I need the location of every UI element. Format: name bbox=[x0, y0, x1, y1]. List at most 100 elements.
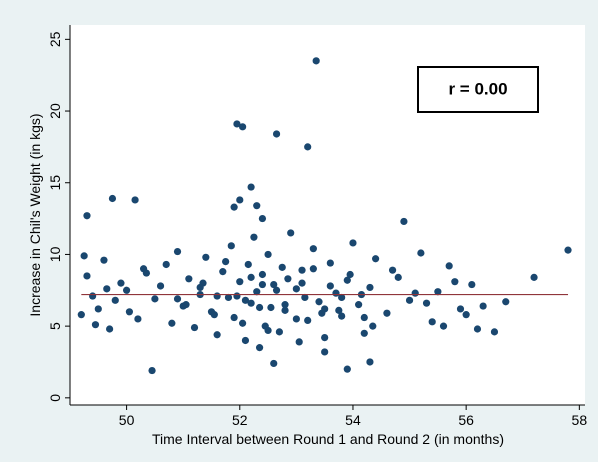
point bbox=[190, 323, 199, 332]
point bbox=[213, 292, 221, 300]
marks bbox=[77, 57, 572, 375]
point bbox=[321, 334, 329, 342]
point bbox=[264, 326, 272, 335]
point bbox=[241, 296, 250, 304]
point bbox=[298, 266, 306, 274]
point bbox=[83, 212, 91, 220]
x-tick-label: 58 bbox=[572, 412, 588, 428]
point bbox=[270, 280, 278, 289]
point bbox=[295, 338, 303, 346]
point bbox=[156, 282, 165, 290]
point bbox=[250, 233, 258, 241]
point bbox=[445, 262, 453, 270]
point bbox=[230, 313, 238, 322]
point bbox=[394, 273, 402, 281]
point bbox=[287, 229, 295, 237]
point bbox=[278, 263, 286, 271]
point bbox=[91, 321, 100, 329]
point bbox=[502, 298, 510, 306]
point bbox=[411, 289, 419, 297]
y-tick-label: 25 bbox=[47, 31, 63, 47]
point bbox=[244, 260, 252, 269]
point bbox=[241, 336, 250, 345]
point bbox=[239, 123, 247, 131]
point bbox=[301, 293, 309, 302]
point bbox=[309, 265, 317, 273]
point bbox=[417, 249, 425, 257]
point bbox=[349, 239, 357, 247]
y-tick-label: 15 bbox=[47, 175, 63, 191]
point bbox=[372, 255, 380, 263]
point bbox=[224, 293, 233, 302]
point bbox=[213, 331, 221, 339]
point bbox=[479, 302, 487, 310]
point bbox=[117, 279, 125, 287]
point bbox=[326, 282, 334, 290]
point bbox=[227, 242, 235, 250]
point bbox=[346, 270, 354, 279]
point bbox=[451, 278, 459, 286]
point bbox=[366, 358, 374, 366]
point bbox=[298, 279, 306, 287]
point bbox=[388, 266, 397, 274]
point bbox=[100, 256, 108, 264]
point bbox=[462, 311, 470, 319]
y-axis-label: Increase in Chil's Weight (in kgs) bbox=[27, 113, 43, 316]
point bbox=[134, 315, 142, 323]
point bbox=[255, 303, 264, 312]
point bbox=[284, 275, 292, 283]
point bbox=[131, 196, 139, 204]
point bbox=[94, 305, 102, 313]
point bbox=[360, 329, 368, 337]
point bbox=[383, 309, 391, 317]
point bbox=[202, 253, 210, 261]
point bbox=[106, 325, 114, 333]
point bbox=[247, 273, 255, 281]
point bbox=[182, 301, 190, 309]
point bbox=[272, 130, 281, 138]
point bbox=[530, 273, 538, 281]
point bbox=[405, 296, 414, 304]
point bbox=[304, 143, 312, 151]
point bbox=[185, 275, 193, 283]
point bbox=[564, 246, 572, 254]
point bbox=[236, 278, 244, 286]
point bbox=[89, 292, 97, 300]
point bbox=[255, 344, 264, 352]
x-tick-label: 56 bbox=[458, 412, 474, 428]
point bbox=[196, 283, 204, 292]
point bbox=[77, 311, 85, 319]
point bbox=[210, 311, 218, 319]
point bbox=[267, 303, 275, 312]
x-tick-label: 54 bbox=[345, 412, 361, 428]
point bbox=[456, 305, 465, 313]
point bbox=[253, 202, 261, 210]
y-tick-label: 10 bbox=[47, 246, 63, 262]
point bbox=[168, 319, 176, 327]
point bbox=[422, 299, 431, 307]
point bbox=[233, 292, 241, 300]
point bbox=[321, 305, 329, 313]
point bbox=[148, 366, 156, 375]
point bbox=[490, 328, 499, 336]
y-tick-label: 20 bbox=[47, 103, 63, 119]
point bbox=[142, 269, 151, 277]
point bbox=[258, 280, 267, 289]
point bbox=[230, 203, 238, 211]
point bbox=[338, 312, 346, 320]
point bbox=[338, 293, 346, 302]
point bbox=[108, 194, 117, 203]
point bbox=[275, 328, 283, 336]
point bbox=[236, 196, 244, 204]
point bbox=[239, 319, 247, 327]
x-tick-label: 50 bbox=[119, 412, 135, 428]
point bbox=[292, 315, 300, 323]
point bbox=[292, 285, 300, 293]
point bbox=[219, 268, 227, 276]
point bbox=[304, 316, 312, 324]
point bbox=[434, 288, 442, 296]
point bbox=[122, 286, 131, 294]
point bbox=[326, 259, 334, 267]
point bbox=[258, 214, 267, 223]
